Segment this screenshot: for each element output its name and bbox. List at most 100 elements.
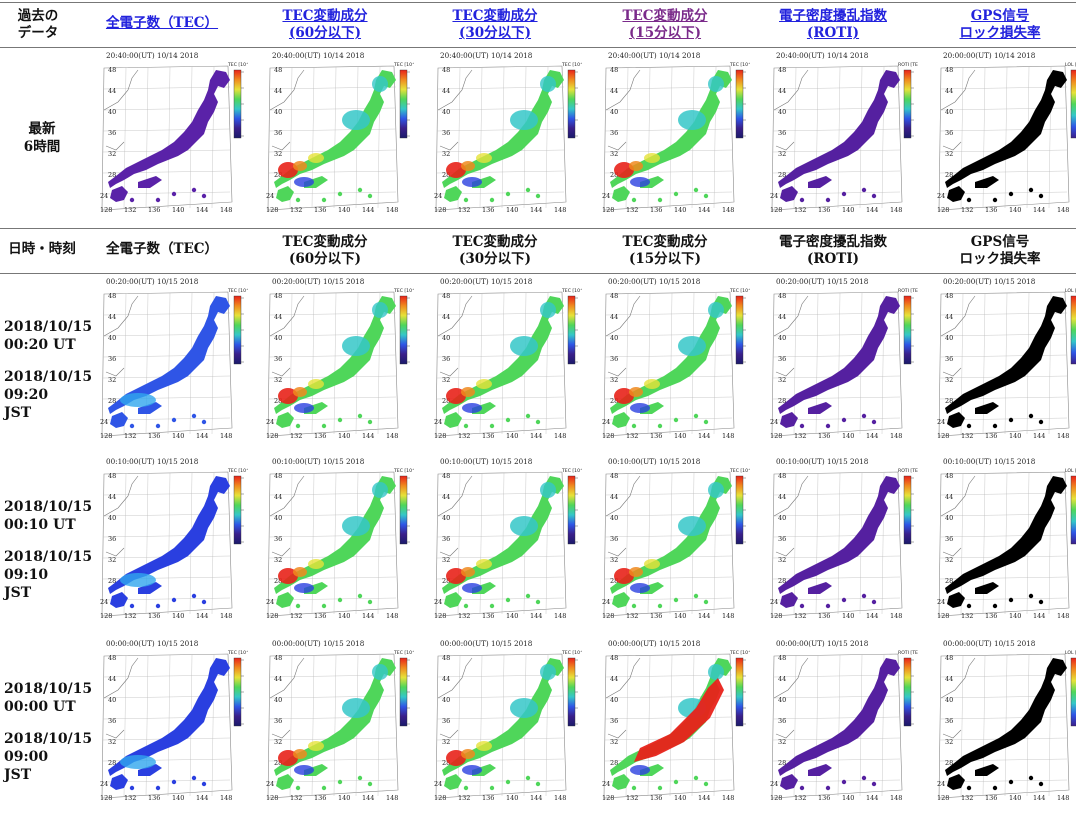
lat-label: 40 — [945, 696, 953, 704]
island-dot — [367, 193, 373, 199]
tec-patch-orange — [461, 567, 475, 577]
latest-map-tec[interactable]: 20:40:00(UT) 10/14 2018 48 44 40 36 32 28 24 128… — [98, 50, 248, 215]
lon-label: 128 — [100, 206, 112, 214]
lat-label: 44 — [945, 675, 953, 683]
lon-label: 140 — [1009, 206, 1021, 214]
latest-map-tec30[interactable]: 20:40:00(UT) 10/14 2018 48 44 40 36 32 28 24 128… — [432, 50, 582, 215]
island-dot — [966, 603, 972, 609]
lon-label: 136 — [650, 206, 662, 214]
map-frame — [267, 471, 399, 617]
map-gridline — [123, 654, 127, 797]
continent-coastline — [103, 475, 139, 557]
lon-label: 132 — [290, 206, 302, 214]
col-link-tec-30[interactable]: TEC変動成分 (30分以下) — [452, 8, 538, 41]
island-dot — [631, 423, 637, 429]
map-gridline — [960, 66, 964, 209]
map-gridline — [289, 472, 293, 615]
map-row3-roti: 00:00:00(UT) 10/15 2018 48 44 40 36 32 28 24 128… — [768, 638, 918, 803]
tec-patch-orange — [461, 161, 475, 171]
lat-label: 32 — [610, 150, 618, 158]
island-dot — [525, 413, 531, 419]
kyushu-landmass — [110, 774, 128, 790]
map-svg: 00:20:00(UT) 10/15 2018 48 44 40 36 32 28 24 128… — [434, 277, 582, 440]
island-dot — [825, 603, 831, 609]
colorbar-label: TEC [10^16/m^2] — [729, 288, 750, 294]
continent-coastline — [940, 295, 976, 377]
continent-coastline — [940, 657, 976, 739]
col-link-lol[interactable]: GPS信号 ロック損失率 — [959, 8, 1041, 41]
kyushu-landmass — [780, 412, 798, 428]
lon-label: 128 — [100, 612, 112, 620]
lat-label: 32 — [108, 376, 116, 384]
map-gridline — [289, 66, 293, 209]
island-dot — [171, 597, 177, 603]
island-dot — [1028, 775, 1034, 781]
tec-patch-cyan — [708, 76, 724, 92]
continent-coastline — [269, 295, 305, 377]
lon-label: 148 — [220, 612, 232, 620]
island-dot — [463, 785, 469, 791]
lon-label: 132 — [626, 794, 638, 802]
japan-landmass — [108, 70, 230, 188]
row-label-0010: 2018/10/15 00:10 UT 2018/10/15 09:10 JST — [4, 499, 93, 601]
map-gridline — [167, 654, 171, 797]
colorbar — [1070, 475, 1076, 545]
lat-label: 36 — [274, 355, 282, 363]
latest-map-tec60[interactable]: 20:40:00(UT) 10/14 2018 48 44 40 36 32 28 24 128… — [264, 50, 414, 215]
lon-label: 128 — [266, 612, 278, 620]
col-link-tec[interactable]: 全電子数（TEC） — [105, 15, 219, 31]
lon-label: 148 — [890, 612, 902, 620]
colorbar-label: TEC [10^16/m^2] — [227, 468, 248, 474]
colorbar — [735, 475, 744, 545]
map-gridline — [772, 354, 901, 358]
tec-patch-cyan — [342, 110, 370, 130]
lon-label: 140 — [172, 794, 184, 802]
island-dot — [1028, 187, 1034, 193]
col-link-tec-15[interactable]: TEC変動成分 (15分以下) — [622, 8, 708, 41]
lat-label: 40 — [945, 108, 953, 116]
tec-patch-yellow — [476, 559, 492, 569]
lat-label: 48 — [945, 292, 953, 300]
colorbar — [903, 295, 912, 365]
map-gridline — [960, 654, 964, 797]
kyushu-landmass — [276, 774, 294, 790]
tec-patch-cyan — [510, 698, 538, 718]
lon-label: 140 — [842, 206, 854, 214]
tec-patch-blue — [462, 177, 482, 187]
lat-label: 32 — [778, 376, 786, 384]
lat-label: 36 — [778, 129, 786, 137]
lat-label: 24 — [937, 598, 945, 606]
latest-map-tec15[interactable]: 20:40:00(UT) 10/14 2018 48 44 40 36 32 28 24 128… — [600, 50, 750, 215]
lat-label: 48 — [610, 654, 618, 662]
lat-label: 40 — [108, 514, 116, 522]
map-svg: 20:40:00(UT) 10/14 2018 48 44 40 36 32 28 24 128… — [266, 51, 414, 214]
latest-map-lol[interactable]: 20:00:00(UT) 10/14 2018 48 44 40 36 32 28 24 128… — [935, 50, 1076, 215]
map-gridline — [793, 472, 797, 615]
lat-label: 32 — [778, 738, 786, 746]
col-link-tec-60[interactable]: TEC変動成分 (60分以下) — [282, 8, 368, 41]
island-dot — [992, 423, 998, 429]
map-svg: 20:40:00(UT) 10/14 2018 48 44 40 36 32 28 24 128… — [100, 51, 248, 214]
lat-label: 48 — [610, 292, 618, 300]
colorbar-label: ROTI [TECU/min] — [898, 288, 918, 294]
col-link-roti[interactable]: 電子密度擾乱指数 (ROTI) — [779, 8, 887, 41]
lon-label: 140 — [506, 432, 518, 440]
map-title: 00:20:00(UT) 10/15 2018 — [943, 277, 1036, 286]
colorbar — [233, 295, 242, 365]
latest-map-roti[interactable]: 20:40:00(UT) 10/14 2018 48 44 40 36 32 28 24 128… — [768, 50, 918, 215]
island-dot — [966, 423, 972, 429]
map-row1-tec60: 00:20:00(UT) 10/15 2018 48 44 40 36 32 28 24 128… — [264, 276, 414, 441]
island-dot — [825, 423, 831, 429]
lon-label: 132 — [961, 206, 973, 214]
lon-label: 128 — [937, 432, 949, 440]
lat-label: 24 — [770, 192, 778, 200]
map-title: 00:10:00(UT) 10/15 2018 — [440, 457, 533, 466]
tec-patch-blue — [294, 177, 314, 187]
map-svg: 20:40:00(UT) 10/14 2018 48 44 40 36 32 28 24 128… — [434, 51, 582, 214]
lon-label: 132 — [458, 206, 470, 214]
map-gridline — [268, 354, 397, 358]
colorbar — [567, 657, 576, 727]
tec-patch-yellow — [308, 379, 324, 389]
lat-label: 28 — [610, 171, 618, 179]
lon-label: 140 — [338, 612, 350, 620]
